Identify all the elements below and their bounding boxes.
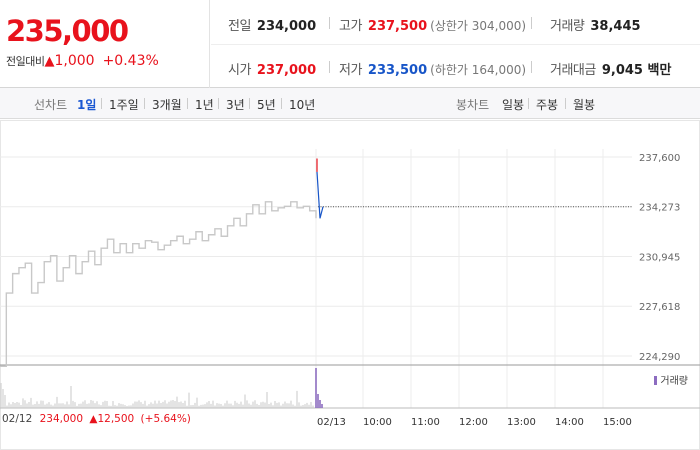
- prev-day-pct: (+5.64%): [140, 413, 191, 425]
- lower-limit: (하한가 164,000): [430, 63, 527, 77]
- tab-1year[interactable]: 1년: [195, 98, 214, 112]
- quote-panel: 235,000 전일대비▲1,000 +0.43% 전일 234,000 고가 237…: [0, 0, 700, 88]
- x-tick-label: 10:00: [363, 417, 392, 428]
- volume-legend: 거래량: [654, 372, 688, 387]
- change-percent: +0.43%: [102, 53, 159, 69]
- prev-day-arrow-icon: ▲: [89, 413, 98, 425]
- high-value: 237,500: [367, 19, 428, 34]
- change-label: 전일대비: [6, 55, 45, 68]
- tab-3year[interactable]: 3년: [226, 98, 245, 112]
- tab-1week[interactable]: 1주일: [109, 98, 139, 112]
- prev-day-change: 12,500: [97, 413, 135, 425]
- tab-monthly-candle[interactable]: 월봉: [573, 98, 596, 112]
- y-tick-label: 224,290: [639, 352, 680, 363]
- x-tick-label: 11:00: [411, 417, 440, 428]
- prev-day-info: 02/12 234,000 ▲12,500 (+5.64%): [2, 413, 191, 425]
- stock-chart[interactable]: 237,600 234,273 230,945 227,618 224,290 02/13…: [0, 120, 700, 450]
- y-tick-label: 237,600: [639, 153, 680, 164]
- chart-canvas[interactable]: 237,600 234,273 230,945 227,618 224,290 02/13…: [0, 120, 700, 450]
- volume-swatch-icon: [654, 376, 658, 385]
- chart-tab-bar: 선차트 1일 1주일 3개월 1년 3년 5년 10년 봉차트 일봉 주봉 월봉: [0, 88, 700, 119]
- x-tick-label: 02/13: [317, 417, 346, 428]
- high-label: 고가: [339, 19, 362, 34]
- x-tick-label: 12:00: [459, 417, 488, 428]
- trade-value-label: 거래대금: [550, 63, 596, 78]
- current-price-box: 235,000 전일대비▲1,000 +0.43%: [0, 0, 210, 88]
- tab-5year[interactable]: 5년: [257, 98, 276, 112]
- volume-legend-label: 거래량: [660, 376, 688, 387]
- candle-chart-label: 봉차트: [456, 98, 490, 112]
- high-stat: 고가 237,500 (상한가 304,000): [339, 15, 526, 34]
- prev-day-close: 234,000: [39, 413, 84, 425]
- line-chart-label: 선차트: [34, 98, 68, 112]
- volume-value: 38,445: [590, 19, 641, 34]
- up-arrow-icon: ▲: [44, 54, 55, 69]
- volume-label: 거래량: [550, 19, 585, 34]
- current-price: 235,000: [6, 14, 129, 48]
- tab-10year[interactable]: 10년: [289, 98, 316, 112]
- y-tick-label: 234,273: [639, 203, 680, 214]
- today-low-wick: [316, 171, 324, 219]
- change-row: 전일대비▲1,000 +0.43%: [6, 53, 159, 69]
- prev-close-value: 234,000: [256, 19, 317, 34]
- open-label: 시가: [228, 63, 251, 78]
- open-stat: 시가 237,000: [228, 59, 316, 78]
- x-tick-label: 13:00: [507, 417, 536, 428]
- prev-close-label: 전일: [228, 19, 251, 34]
- chart-border: [0, 120, 700, 450]
- volume-stat: 거래량 38,445: [550, 15, 641, 34]
- tab-daily-candle[interactable]: 일봉: [502, 98, 525, 112]
- y-tick-label: 230,945: [639, 253, 680, 264]
- open-value: 237,000: [256, 63, 317, 78]
- x-tick-label: 14:00: [555, 417, 584, 428]
- y-tick-label: 227,618: [639, 302, 680, 313]
- change-value: 1,000: [54, 53, 95, 69]
- tab-3month[interactable]: 3개월: [152, 98, 182, 112]
- tab-weekly-candle[interactable]: 주봉: [536, 98, 559, 112]
- low-label: 저가: [339, 63, 362, 78]
- low-stat: 저가 233,500 (하한가 164,000): [339, 59, 526, 78]
- upper-limit: (상한가 304,000): [430, 19, 527, 33]
- trade-value-stat: 거래대금 9,045 백만: [550, 59, 671, 78]
- prev-day-line: [0, 201, 317, 368]
- trade-value: 9,045 백만: [601, 63, 672, 78]
- prev-close-stat: 전일 234,000: [228, 15, 316, 34]
- prev-day-date: 02/12: [2, 413, 33, 425]
- x-tick-label: 15:00: [603, 417, 632, 428]
- low-value: 233,500: [367, 63, 428, 78]
- tab-1day[interactable]: 1일: [77, 98, 97, 112]
